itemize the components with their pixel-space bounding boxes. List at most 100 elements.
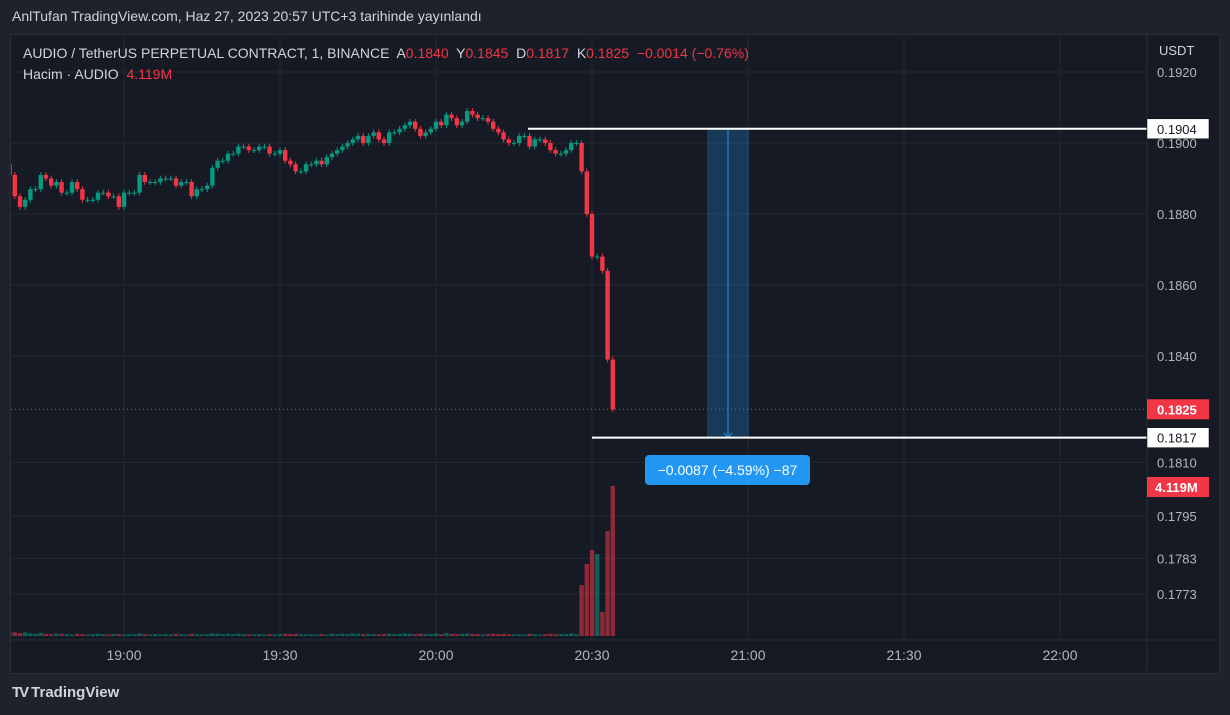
volume-bar bbox=[33, 633, 38, 636]
candle-body bbox=[194, 189, 199, 197]
volume-bar bbox=[38, 633, 43, 636]
volume-bar bbox=[298, 634, 303, 636]
volume-bar bbox=[319, 634, 324, 636]
volume-bar bbox=[314, 634, 319, 636]
volume-bar bbox=[173, 633, 179, 636]
volume-bar bbox=[537, 634, 543, 636]
volume-bar bbox=[506, 634, 511, 636]
volume-bar bbox=[517, 634, 522, 636]
candle-body bbox=[340, 146, 345, 151]
plot-area bbox=[11, 35, 1147, 640]
candle-body bbox=[179, 182, 184, 186]
candle-body bbox=[127, 192, 132, 194]
candle-body bbox=[272, 153, 277, 155]
volume-bar bbox=[28, 633, 33, 636]
volume-bar bbox=[413, 634, 418, 636]
volume-bar bbox=[12, 632, 17, 636]
price-tick-label: 0.1773 bbox=[1157, 587, 1197, 602]
candle-body bbox=[106, 192, 111, 197]
candle-body bbox=[454, 118, 459, 126]
line-price-tag bbox=[1146, 118, 1210, 140]
candle-body bbox=[480, 118, 485, 120]
volume-bar bbox=[272, 634, 277, 636]
candle-body bbox=[345, 143, 350, 147]
last-price-label: 0.1825 bbox=[1157, 402, 1197, 417]
candle-body bbox=[376, 132, 381, 140]
volume-bar bbox=[11, 631, 12, 636]
candle-body bbox=[231, 153, 236, 155]
volume-bar bbox=[90, 634, 95, 636]
price-tick-label: 0.1900 bbox=[1157, 136, 1197, 151]
candle-body bbox=[491, 121, 496, 129]
candle-body bbox=[199, 189, 205, 191]
price-tick-label: 0.1795 bbox=[1157, 509, 1197, 524]
candle-body bbox=[75, 182, 80, 190]
candle-body bbox=[38, 174, 43, 190]
volume-bar bbox=[491, 633, 496, 636]
volume-bar bbox=[423, 634, 428, 636]
candle-body bbox=[43, 174, 49, 179]
volume-bar bbox=[199, 634, 205, 636]
candle-body bbox=[17, 196, 23, 207]
candle-body bbox=[251, 150, 257, 152]
volume-bar bbox=[116, 634, 121, 636]
volume-bar bbox=[485, 634, 491, 636]
candle-body bbox=[101, 192, 106, 194]
symbol-name[interactable]: AUDIO / TetherUS PERPETUAL CONTRACT, 1, … bbox=[23, 45, 390, 61]
candle-body bbox=[64, 192, 69, 194]
time-tick-label: 20:00 bbox=[418, 647, 453, 663]
volume-bar bbox=[600, 611, 605, 636]
time-tick-label: 19:00 bbox=[106, 647, 141, 663]
volume-bar bbox=[137, 633, 142, 636]
candle-body bbox=[558, 153, 563, 155]
candle-body bbox=[423, 132, 428, 136]
volume-bar bbox=[303, 634, 309, 636]
candle-body bbox=[288, 160, 293, 165]
volume-value: 4.119M bbox=[126, 66, 173, 82]
candle-body bbox=[168, 178, 173, 180]
candle-body bbox=[428, 128, 433, 133]
candle-body bbox=[267, 146, 272, 154]
price-tick-label: 0.1810 bbox=[1157, 456, 1197, 471]
candle-body bbox=[309, 164, 314, 166]
volume-label[interactable]: Hacim · AUDIO bbox=[23, 66, 119, 82]
volume-bar bbox=[522, 634, 527, 636]
volume-bar bbox=[610, 486, 615, 636]
candle-body bbox=[298, 171, 303, 173]
volume-bar bbox=[418, 633, 423, 636]
volume-bar bbox=[85, 634, 90, 636]
price-tick-label: 0.1840 bbox=[1157, 349, 1197, 364]
volume-bar bbox=[75, 633, 80, 636]
volume-bar bbox=[553, 634, 558, 636]
candle-body bbox=[283, 150, 288, 161]
volume-bar bbox=[142, 634, 147, 636]
volume-bar bbox=[459, 633, 465, 636]
volume-bar bbox=[246, 634, 251, 636]
candle-body bbox=[579, 143, 584, 172]
volume-bar bbox=[241, 634, 246, 636]
candle-body bbox=[69, 182, 75, 193]
volume-bar bbox=[59, 633, 64, 636]
candle-body bbox=[402, 125, 407, 129]
candle-body bbox=[522, 135, 527, 137]
tradingview-logo[interactable]: TV TradingView bbox=[12, 684, 119, 701]
volume-bar bbox=[397, 633, 402, 636]
volume-bar bbox=[231, 634, 236, 636]
volume-bar bbox=[17, 633, 23, 636]
volume-bar bbox=[595, 554, 600, 636]
candle-body bbox=[532, 139, 537, 147]
volume-bar bbox=[558, 633, 563, 636]
close-value: 0.1825 bbox=[586, 45, 629, 61]
candle-body bbox=[496, 128, 501, 133]
candle-body bbox=[387, 132, 392, 143]
candle-body bbox=[210, 167, 215, 186]
measure-label: −0.0087 (−4.59%) −87 bbox=[645, 455, 810, 485]
volume-bar bbox=[548, 633, 553, 636]
volume-bar bbox=[283, 633, 288, 636]
candle-body bbox=[569, 143, 574, 151]
candle-body bbox=[147, 182, 153, 184]
price-tick-label: 0.1880 bbox=[1157, 207, 1197, 222]
candle-body bbox=[475, 114, 480, 119]
candle-body bbox=[220, 160, 225, 162]
